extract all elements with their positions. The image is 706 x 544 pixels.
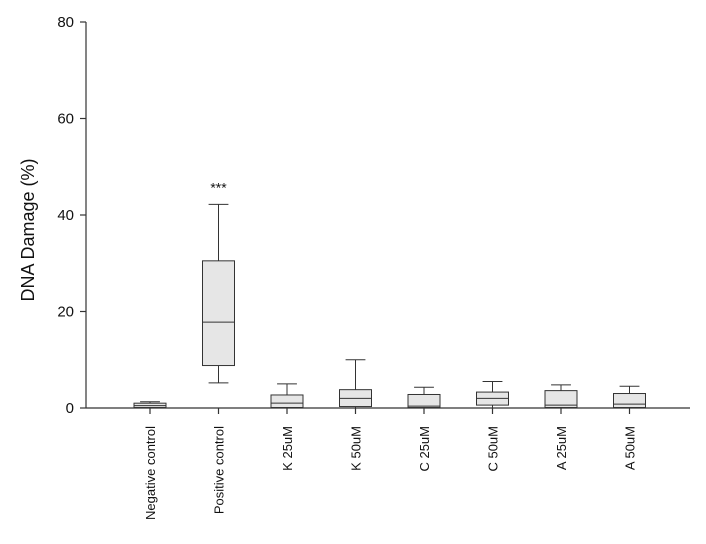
x-tick-label: K 50uM <box>349 426 364 471</box>
x-tick-label: A 25uM <box>554 426 569 470</box>
x-tick-label: C 25uM <box>417 426 432 472</box>
box-0 <box>133 401 167 409</box>
significance-annotation: *** <box>210 179 227 195</box>
box-6 <box>544 384 578 409</box>
box-iqr <box>407 393 441 409</box>
box-7 <box>613 385 646 409</box>
box-2 <box>270 383 304 409</box>
y-tick-label: 60 <box>57 111 74 128</box>
box-3 <box>339 359 372 409</box>
box-iqr <box>270 394 304 409</box>
box-iqr <box>544 390 578 409</box>
y-tick-label: 20 <box>57 304 74 321</box>
boxes: *** <box>133 179 646 409</box>
x-tick-label: Negative control <box>143 426 158 520</box>
box-iqr <box>613 393 646 409</box>
y-tick-label: 40 <box>57 207 74 224</box>
x-tick-label: C 50uM <box>486 426 501 472</box>
box-4 <box>407 386 441 409</box>
x-axis: Negative control Positive control K 25uM K … <box>86 407 690 520</box>
x-tick-label: K 25uM <box>280 426 295 471</box>
y-axis-label: DNA Damage (%) <box>18 158 38 301</box>
box-1: *** <box>202 179 235 384</box>
y-axis: 0 20 40 60 80 <box>57 14 87 417</box>
x-tick-label: A 50uM <box>623 426 638 470</box>
y-tick-label: 80 <box>57 14 74 31</box>
box-5 <box>476 380 509 409</box>
y-tick-label: 0 <box>66 400 74 417</box>
x-tick-label: Positive control <box>212 426 227 514</box>
box-iqr <box>202 260 235 367</box>
